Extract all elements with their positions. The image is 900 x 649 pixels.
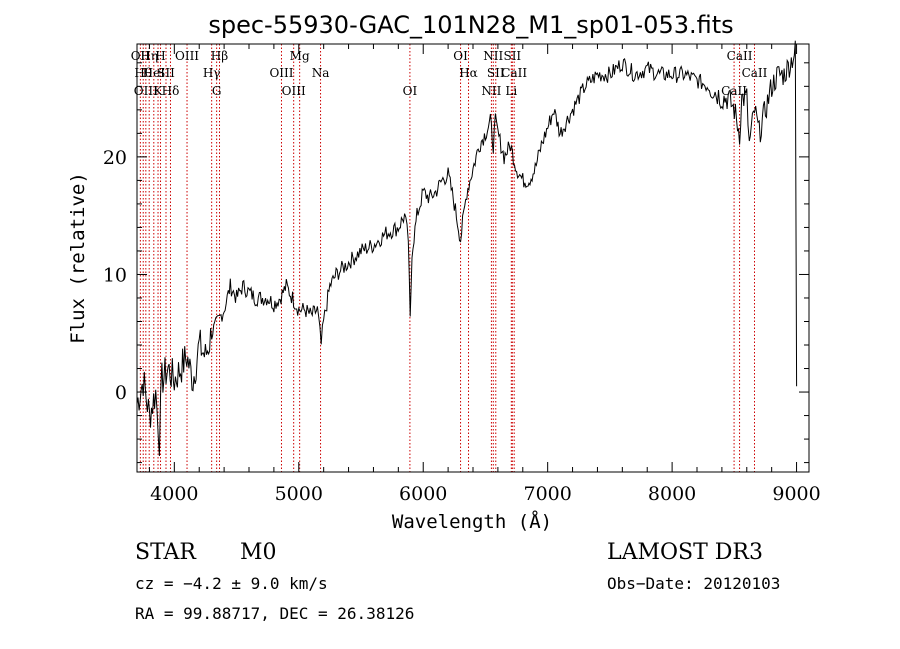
x-tick-label: 5000 xyxy=(275,483,323,505)
line-marker-label: SII xyxy=(487,66,505,80)
line-marker-label: OIII xyxy=(134,84,158,98)
redshift-text: cz = −4.2 ± 9.0 km/s xyxy=(135,574,328,593)
spectrum-series-line xyxy=(136,40,798,457)
line-marker-label: K xyxy=(154,84,164,98)
line-marker-label: NII xyxy=(481,84,501,98)
axis-ticks: 4000 5000 6000 7000 8000 9000 0 10 20 xyxy=(103,44,821,505)
line-marker-label: OII xyxy=(131,49,151,63)
line-marker-label: SII xyxy=(157,66,175,80)
line-marker-label: Hγ xyxy=(203,66,221,80)
line-marker-label: CaII xyxy=(727,49,753,63)
coordinates-text: RA = 99.88717, DEC = 26.38126 xyxy=(135,604,415,623)
line-marker-label: OI xyxy=(453,49,468,63)
line-marker-label: H xyxy=(155,49,165,63)
line-markers xyxy=(139,44,755,472)
x-tick-label: 8000 xyxy=(648,483,696,505)
y-tick-label: 10 xyxy=(103,264,127,286)
x-axis-label: Wavelength (Å) xyxy=(392,510,552,533)
line-marker-label: SII xyxy=(503,49,521,63)
line-marker-labels: OII Hθ OIII Hη HeI K H SII Hδ OIII Hγ G Hβ OIII OIII Mg… xyxy=(131,49,768,98)
line-marker-label: CaII xyxy=(742,66,768,80)
line-marker-label: HeI xyxy=(143,66,166,80)
line-marker-label: Hη xyxy=(140,49,158,63)
line-marker-label: Hα xyxy=(459,66,478,80)
line-marker-label: OIII xyxy=(269,66,293,80)
plot-frame xyxy=(136,43,810,473)
x-tick-label: 7000 xyxy=(523,483,571,505)
line-marker-label: OIII xyxy=(282,84,306,98)
line-marker-label: CaII xyxy=(501,66,527,80)
x-tick-label: 9000 xyxy=(772,483,820,505)
y-axis-label: Flux (relative) xyxy=(67,172,89,344)
object-class: STAR xyxy=(135,540,196,565)
line-marker-label: CaII xyxy=(721,84,747,98)
object-subclass: M0 xyxy=(240,540,277,565)
y-tick-label: 20 xyxy=(103,147,127,169)
line-marker-label: Hβ xyxy=(211,49,228,63)
line-marker-label: Hθ xyxy=(134,66,152,80)
line-marker-label: NII xyxy=(483,49,503,63)
line-marker-label: Na xyxy=(312,66,330,80)
line-marker-label: Li xyxy=(505,84,517,98)
line-marker-label: OIII xyxy=(175,49,199,63)
obs-date-text: Obs−Date: 20120103 xyxy=(607,574,781,593)
chart-title: spec-55930-GAC_101N28_M1_sp01-053.fits xyxy=(208,11,733,39)
line-marker-label: Mg xyxy=(290,49,310,63)
x-tick-label: 4000 xyxy=(150,483,198,505)
y-tick-label: 0 xyxy=(115,382,127,404)
survey-label: LAMOST DR3 xyxy=(607,540,763,565)
line-marker-label: G xyxy=(212,84,222,98)
x-tick-label: 6000 xyxy=(399,483,447,505)
line-marker-label: OI xyxy=(403,84,418,98)
line-marker-label: Hδ xyxy=(162,84,180,98)
